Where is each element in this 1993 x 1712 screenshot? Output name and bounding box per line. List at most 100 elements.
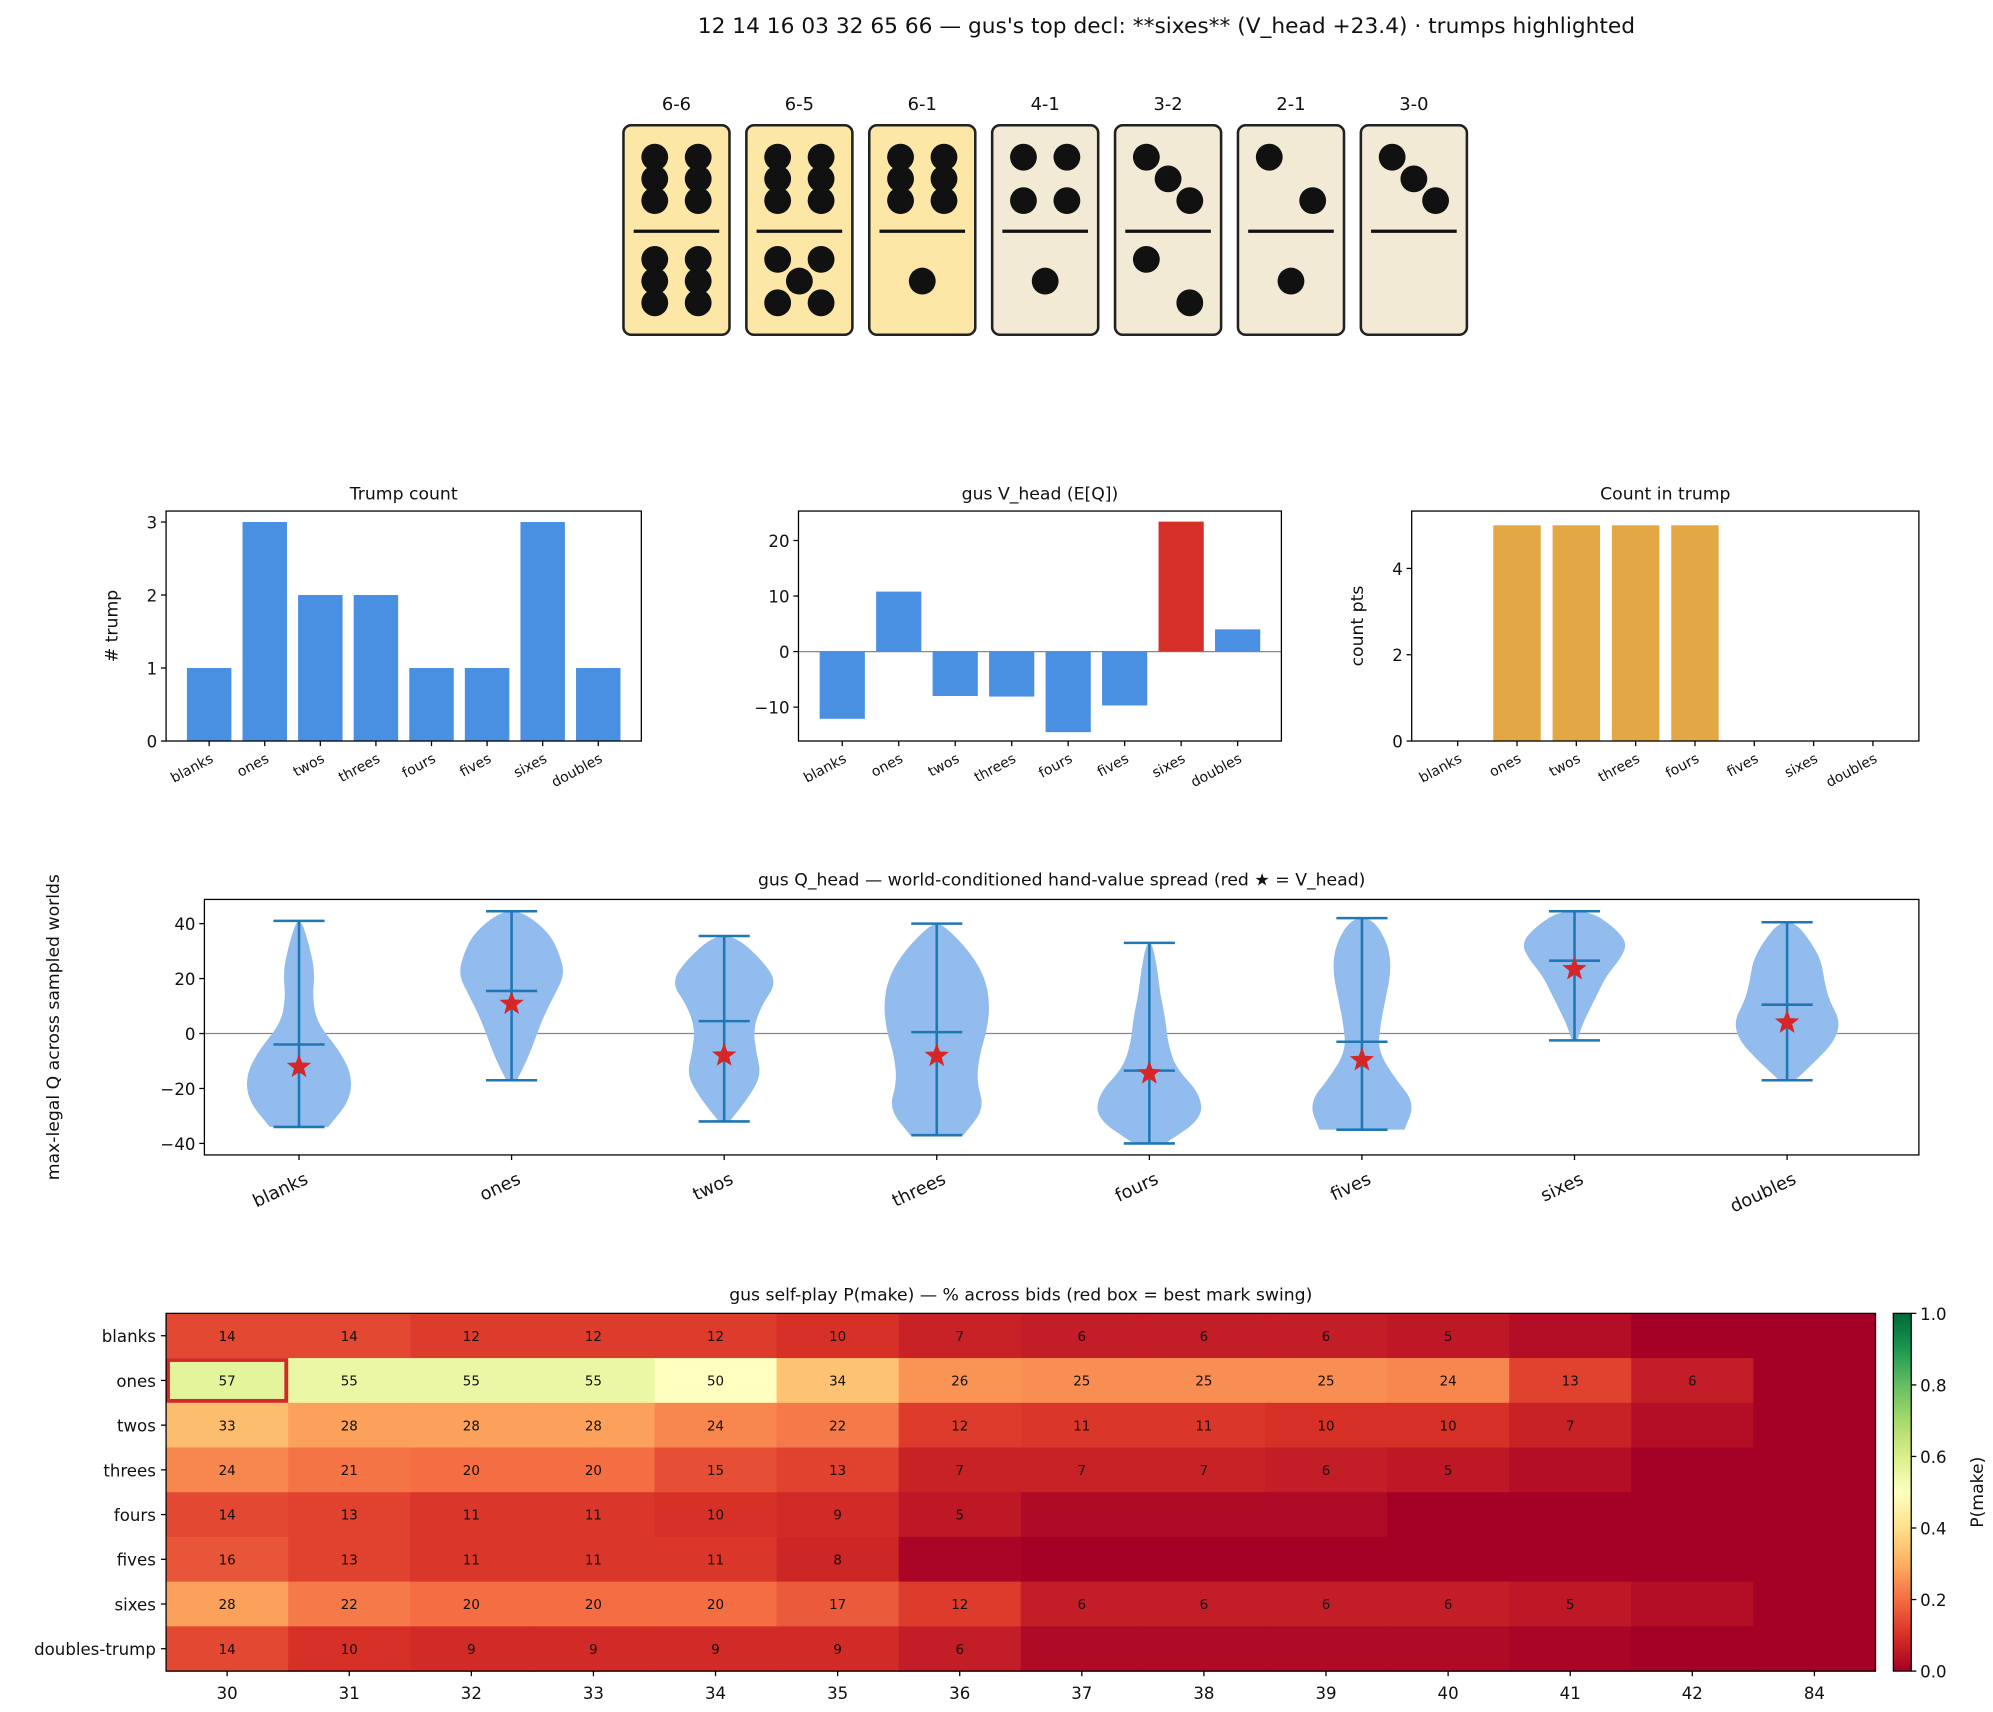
heatmap-cell [1264,1492,1388,1538]
heatmap-cell-label: 55 [585,1375,602,1390]
heatmap-cell [898,1358,1022,1404]
heatmap-cell [1264,1626,1388,1672]
heatmap-cell-label: 6 [1444,1598,1453,1613]
heatmap-cell [898,1402,1022,1449]
heatmap-cell-label: 14 [219,1330,236,1345]
heatmap-cell [776,1536,900,1583]
domino-label: 6-5 [785,94,814,115]
bar-threes [1611,525,1660,742]
heatmap-cell [1753,1536,1877,1583]
domino-label: 2-1 [1276,94,1305,115]
heatmap-cell [654,1313,778,1359]
heatmap-cell-label: 11 [463,1553,480,1568]
heatmap-row-doubles-trump: 14 10 9 9 9 9 6 [166,1626,1877,1672]
y-tick-label: 20 [174,970,195,989]
domino-label: 6-1 [908,94,937,115]
heatmap-cell [1509,1492,1632,1538]
v-head-star-marker [1349,1047,1375,1071]
heatmap-cell [1387,1447,1510,1493]
heatmap-cell [654,1536,778,1583]
x-tick-label: twos [291,751,328,781]
heatmap-cell [532,1447,656,1493]
y-tick-label: 0 [779,643,790,662]
domino-label: 3-2 [1153,94,1182,115]
x-tick-label: 35 [827,1684,848,1703]
domino-pip [930,143,958,171]
colorbar-tick-label: 1.0 [1920,1305,1946,1324]
heatmap-cell [410,1581,534,1628]
heatmap-cell [410,1313,534,1359]
x-tick-label: blanks [168,751,216,787]
heatmap-cell-label: 6 [1200,1330,1209,1345]
domino-label: 4-1 [1031,94,1060,115]
x-tick-label: 38 [1193,1684,1214,1703]
colorbar-tick-label: 0.6 [1920,1448,1946,1467]
heatmap-cell [288,1626,411,1672]
bar-chart-3: Count in trump count pts blanks ones twos thr… [1348,485,1920,791]
bar-fours [1045,651,1091,733]
heatmap-cell-label: 24 [219,1464,236,1479]
heatmap-cell [1142,1581,1266,1628]
y-tick-label: fours [114,1506,156,1525]
heatmap-cell [1142,1536,1266,1583]
bar-ones [1493,525,1541,742]
x-tick-label: fives [1725,751,1762,781]
x-tick-label: 33 [583,1684,604,1703]
domino-tile-3-2: 3-2 [1113,94,1223,337]
x-tick-label: sixes [1150,751,1188,782]
x-tick-label: 36 [949,1684,970,1703]
heatmap-cell-label: 12 [463,1330,480,1345]
heatmap-cell-label: 33 [219,1419,236,1434]
heatmap-cell-label: 6 [1322,1598,1331,1613]
domino-pip [1176,187,1204,215]
heatmap-cell [898,1536,1022,1583]
heatmap-cell-label: 5 [955,1509,964,1524]
axes-frame [165,510,642,742]
heatmap-cell [532,1358,656,1404]
x-tick-label: fours [400,751,439,782]
heatmap-cell [532,1581,656,1628]
heatmap-cell [410,1402,534,1449]
domino-pip [908,267,936,295]
x-tick-label: fives [1095,751,1132,781]
heatmap-cell [166,1536,289,1583]
colorbar-tick-label: 0.2 [1920,1591,1946,1610]
heatmap-cell-label: 17 [829,1598,846,1613]
heatmap-cell [288,1492,411,1538]
colorbar-tick-label: 0.8 [1920,1376,1946,1395]
x-tick-label: twos [1547,751,1584,781]
heatmap-cell-label: 26 [951,1375,968,1390]
heatmap-cell-label: 9 [589,1643,598,1658]
heatmap-cell-label: 28 [341,1419,358,1434]
y-tick-label: −10 [755,699,790,718]
axes-frame [1411,510,1920,742]
heatmap-cell-label: 9 [833,1509,842,1524]
heatmap-cell-label: 22 [341,1598,358,1613]
heatmap-cell [1509,1581,1632,1628]
y-tick-label: 20 [768,532,789,551]
heatmap-cell-label: 10 [341,1643,358,1658]
heatmap-cell [1387,1626,1510,1672]
heatmap-cell [898,1581,1022,1628]
y-tick-label: −40 [160,1135,195,1154]
heatmap-cell [1753,1492,1877,1538]
heatmap-cell-label: 9 [467,1643,476,1658]
x-tick-label: doubles [1824,751,1880,791]
heatmap-cell [288,1402,411,1449]
chart-title: gus V_head (E[Q]) [962,485,1119,505]
heatmap-cell-label: 10 [1440,1419,1457,1434]
domino-pip [887,165,914,193]
heatmap-cell-label: 9 [711,1643,720,1658]
domino-label: 6-6 [662,94,691,115]
y-tick-label: twos [117,1417,156,1436]
heatmap-cell-label: 24 [707,1419,724,1434]
heatmap-cell-label: 5 [1566,1598,1575,1613]
x-tick-label: doubles [1727,1169,1800,1218]
heatmap-cell-label: 14 [341,1330,358,1345]
v-head-star-marker [499,991,524,1015]
y-tick-label: 0 [185,1025,196,1044]
domino-pip [807,165,835,193]
domino-tile-3-0: 3-0 [1359,94,1469,337]
heatmap-cell-label: 12 [951,1419,968,1434]
violin-blanks [246,919,352,1129]
